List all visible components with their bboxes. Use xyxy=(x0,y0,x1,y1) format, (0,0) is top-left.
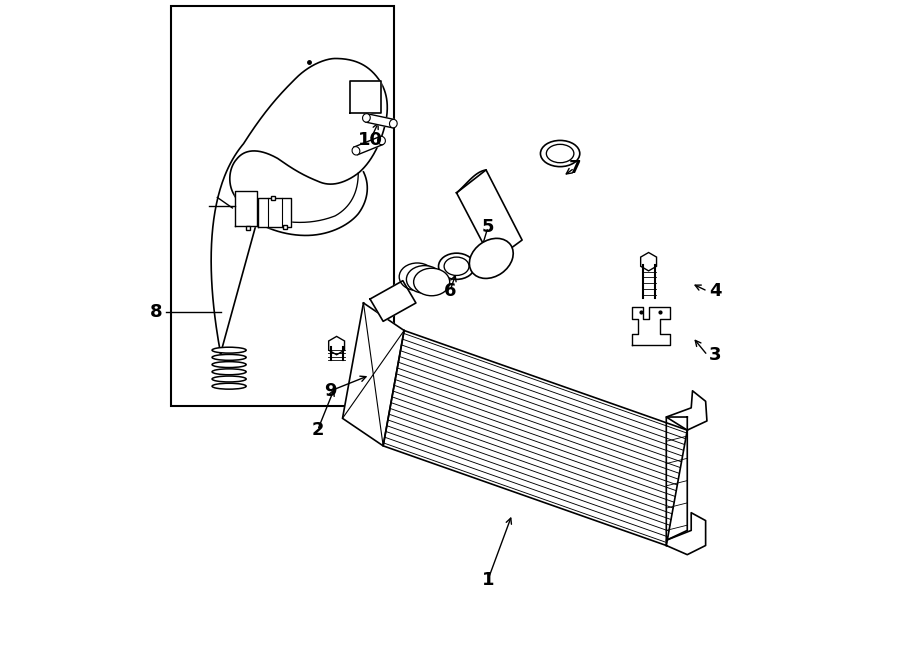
Text: 6: 6 xyxy=(444,282,456,300)
Text: 10: 10 xyxy=(357,132,382,149)
Polygon shape xyxy=(666,417,688,540)
Ellipse shape xyxy=(470,239,513,278)
Ellipse shape xyxy=(378,136,385,145)
Ellipse shape xyxy=(407,266,443,293)
Ellipse shape xyxy=(400,263,436,291)
Text: 1: 1 xyxy=(482,570,494,588)
Ellipse shape xyxy=(212,383,247,389)
Ellipse shape xyxy=(212,362,247,368)
Polygon shape xyxy=(235,191,257,225)
Polygon shape xyxy=(343,303,404,446)
Ellipse shape xyxy=(541,140,580,167)
Text: 8: 8 xyxy=(150,303,163,321)
Ellipse shape xyxy=(212,376,247,382)
Ellipse shape xyxy=(438,253,474,280)
Polygon shape xyxy=(666,391,706,430)
Text: 9: 9 xyxy=(325,382,337,400)
Text: 5: 5 xyxy=(482,218,494,236)
Polygon shape xyxy=(355,137,383,155)
Ellipse shape xyxy=(546,144,574,163)
FancyBboxPatch shape xyxy=(171,6,394,406)
Ellipse shape xyxy=(212,369,247,375)
Polygon shape xyxy=(370,281,416,321)
Polygon shape xyxy=(666,513,706,555)
Ellipse shape xyxy=(212,347,247,353)
Ellipse shape xyxy=(444,257,469,276)
Polygon shape xyxy=(258,198,291,227)
Ellipse shape xyxy=(363,114,370,122)
Polygon shape xyxy=(350,81,382,113)
Ellipse shape xyxy=(390,120,397,128)
Polygon shape xyxy=(365,114,394,128)
Ellipse shape xyxy=(212,354,247,360)
Ellipse shape xyxy=(352,147,360,155)
Polygon shape xyxy=(383,330,688,545)
Polygon shape xyxy=(456,170,522,262)
Polygon shape xyxy=(212,58,387,354)
Ellipse shape xyxy=(414,268,450,295)
Polygon shape xyxy=(632,307,670,345)
Text: 7: 7 xyxy=(568,159,580,177)
Text: 4: 4 xyxy=(709,282,722,300)
Text: 2: 2 xyxy=(311,421,324,439)
Text: 3: 3 xyxy=(709,346,722,364)
